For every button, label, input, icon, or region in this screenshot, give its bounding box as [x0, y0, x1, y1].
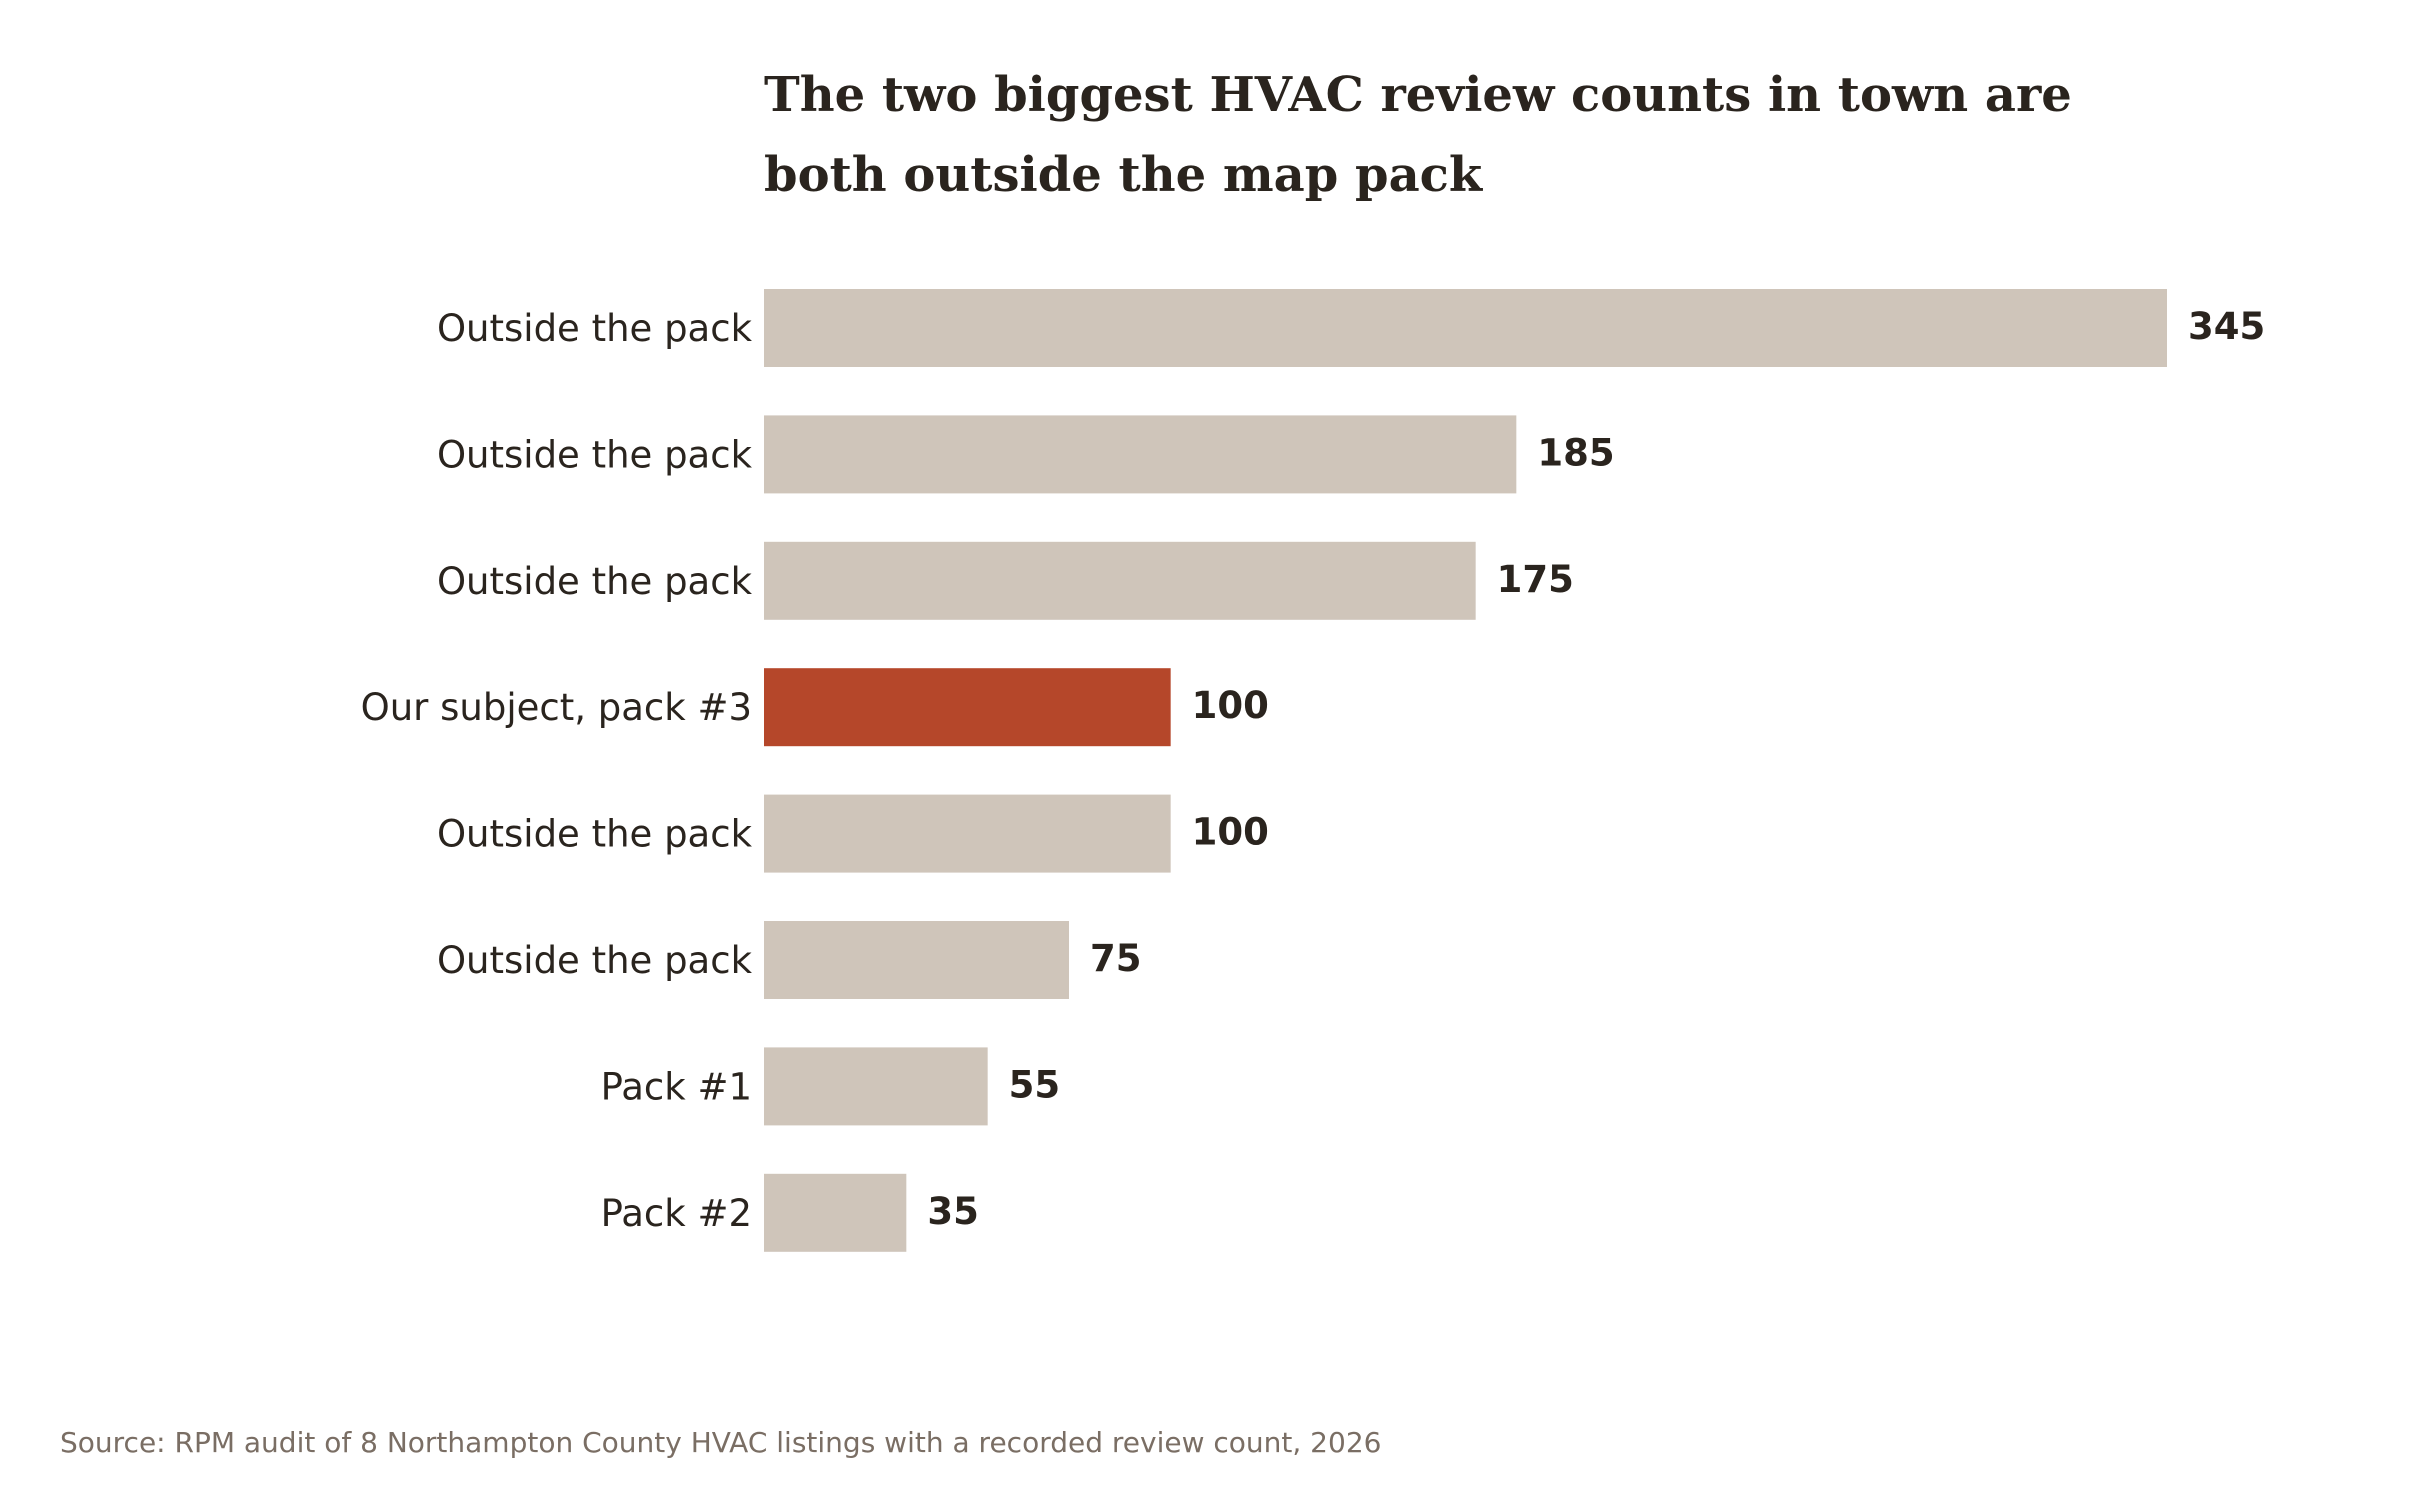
- category-label: Outside the pack: [437, 560, 753, 603]
- category-label: Pack #1: [601, 1065, 752, 1108]
- category-label: Outside the pack: [437, 307, 753, 350]
- bar-highlight: [764, 668, 1171, 747]
- value-label: 100: [1192, 684, 1269, 727]
- bars-group: Outside the pack 345 Outside the pack 185 Ou…: [361, 289, 2265, 1252]
- category-label: Our subject, pack #3: [361, 686, 752, 729]
- chart-title-line-2: both outside the map pack: [764, 147, 1484, 203]
- value-label: 185: [1537, 431, 1614, 474]
- category-label: Outside the pack: [437, 433, 753, 476]
- bar: [764, 1047, 988, 1126]
- value-label: 55: [1009, 1063, 1061, 1106]
- category-label: Outside the pack: [437, 813, 753, 856]
- value-label: 75: [1090, 937, 1142, 980]
- bar: [764, 415, 1517, 494]
- bar: [764, 1173, 907, 1252]
- chart-title-line-1: The two biggest HVAC review counts in to…: [764, 67, 2072, 123]
- value-label: 345: [2188, 305, 2265, 348]
- source-note: Source: RPM audit of 8 Northampton Count…: [60, 1426, 1381, 1459]
- value-label: 35: [927, 1190, 979, 1233]
- value-label: 175: [1497, 558, 1574, 601]
- value-label: 100: [1192, 811, 1269, 854]
- bar: [764, 289, 2167, 367]
- bar: [764, 794, 1171, 873]
- bar: [764, 541, 1476, 620]
- category-label: Outside the pack: [437, 939, 753, 982]
- bar: [764, 921, 1069, 999]
- category-label: Pack #2: [601, 1192, 752, 1235]
